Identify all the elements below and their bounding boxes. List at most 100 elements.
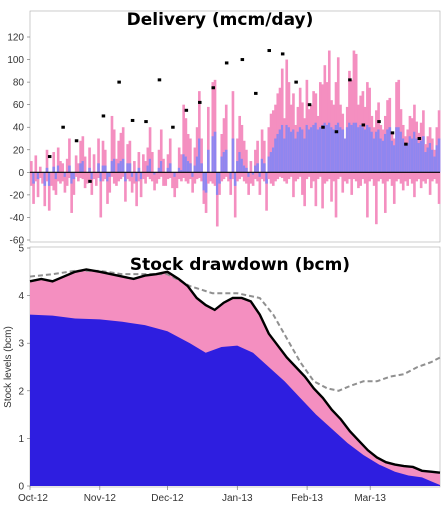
delivery-bar-negative [381,172,385,184]
delivery-bar-blue-negative [54,172,58,180]
delivery-bar-negative [363,172,367,184]
delivery-bar-blue-positive [422,136,425,173]
delivery-y-tick-label: 120 [7,33,24,44]
delivery-bar-negative [249,172,253,184]
delivery-bar-blue-negative [251,172,255,175]
delivery-marker [361,123,366,127]
delivery-bar-negative [81,172,85,180]
delivery-bar-positive [92,154,96,173]
delivery-bar-blue-positive [186,161,190,173]
delivery-bar-blue-positive [128,163,132,173]
delivery-bar-blue-positive [390,140,394,173]
delivery-bar-blue-positive [375,131,378,173]
delivery-bar-blue-positive [287,127,291,173]
delivery-bar-negative [422,172,425,182]
delivery-bar-blue-positive [278,129,282,173]
delivery-bar-negative [413,172,416,198]
delivery-bar-negative [195,172,199,180]
delivery-bar-positive [200,138,203,173]
delivery-bar-positive [126,144,129,173]
delivery-bar-positive [182,104,185,173]
delivery-bar-positive [397,79,401,173]
delivery-bar-positive [52,152,56,173]
delivery-bars [30,50,441,227]
stock-x-tick-label: Oct-12 [18,493,48,504]
delivery-bar-negative [419,172,423,189]
delivery-bar-positive [45,149,49,173]
delivery-bar-positive [222,118,226,173]
delivery-bar-blue-positive [435,145,439,173]
stock-total-line [29,268,441,474]
delivery-bar-blue-positive [79,163,82,173]
delivery-bar-blue-positive [368,127,371,173]
delivery-bar-positive [236,138,239,173]
delivery-bar-negative [278,172,282,177]
delivery-bar-negative [182,172,185,178]
delivery-bar-blue-negative [233,172,237,186]
delivery-marker [130,118,135,122]
delivery-bar-blue-positive [345,127,349,173]
delivery-bar-blue-positive [303,138,306,173]
delivery-bar-negative [390,172,394,186]
delivery-bar-negative [298,172,302,177]
stock-x-tick-label: Jan-13 [222,493,253,504]
delivery-bar-blue-positive [200,163,203,173]
delivery-bar-blue-positive [45,167,49,173]
delivery-bar-blue-positive [330,127,333,173]
delivery-bar-negative [218,172,221,195]
delivery-bar-negative [206,172,210,184]
delivery-bar-blue-positive [366,124,369,173]
delivery-bar-negative [119,172,123,180]
delivery-bar-blue-positive [437,138,441,173]
delivery-bar-blue-positive [352,122,356,173]
delivery-bar-negative [437,172,441,204]
delivery-bar-blue-positive [267,156,271,173]
delivery-bar-blue-positive [121,158,125,173]
delivery-bar-negative [276,172,280,180]
delivery-bar-negative [372,172,376,186]
delivery-bar-negative [92,172,96,180]
delivery-bar-blue-positive [397,127,401,173]
delivery-bar-blue-positive [137,167,141,173]
delivery-bar-positive [150,152,154,173]
delivery-bar-blue-positive [213,131,217,173]
delivery-bar-blue-negative [90,172,94,180]
delivery-bar-blue-positive [314,122,318,173]
delivery-bar-negative [238,172,242,180]
delivery-marker [157,78,162,82]
delivery-bar-negative [280,172,284,178]
delivery-bar-negative [410,172,414,184]
delivery-bar-blue-negative [215,172,219,195]
delivery-bar-blue-positive [426,147,430,173]
delivery-bar-blue-positive [305,124,309,173]
delivery-bar-positive [133,161,136,173]
delivery-bar-negative [240,172,244,177]
delivery-bar-positive [263,140,266,173]
stock-y-ticks: 5 4 3 2 1 0 [18,244,30,493]
delivery-bar-blue-positive [386,129,389,173]
delivery-bar-blue-positive [341,129,345,173]
delivery-bar-negative [341,172,345,193]
delivery-bar-blue-positive [56,165,60,173]
delivery-bar-negative [392,172,396,204]
delivery-bar-negative [115,172,118,186]
delivery-bar-negative [408,172,412,180]
delivery-bar-negative [112,172,116,184]
delivery-bar-positive [213,79,217,173]
delivery-bar-negative [426,172,430,180]
delivery-bar-blue-positive [68,165,71,173]
delivery-marker [74,139,79,143]
delivery-bar-negative [401,172,405,191]
delivery-bar-blue-positive [372,138,376,173]
stock-areas [29,268,441,486]
delivery-bar-negative [433,172,436,180]
delivery-bar-negative [388,172,392,180]
delivery-bar-positive [195,127,199,173]
delivery-marker [117,80,121,84]
delivery-bar-positive [231,91,235,173]
delivery-bar-negative [200,172,203,182]
delivery-marker [240,58,245,62]
delivery-bar-negative [59,172,62,184]
delivery-marker [334,130,339,134]
delivery-bar-blue-positive [271,147,275,173]
